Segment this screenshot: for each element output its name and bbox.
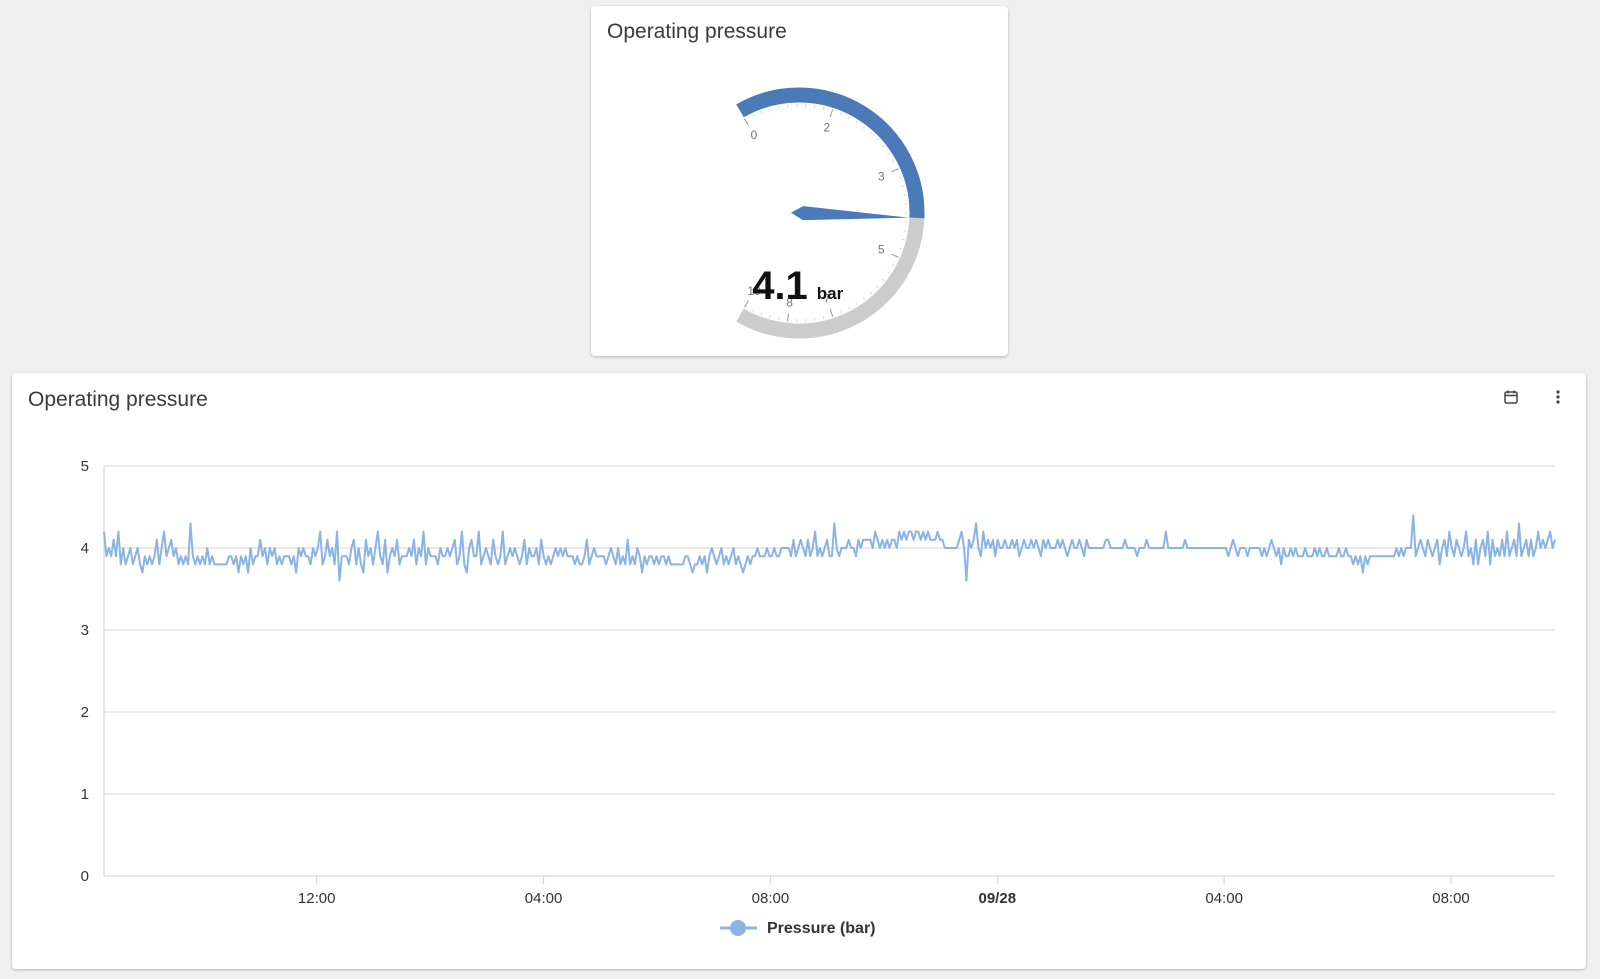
x-tick-label: 04:00 [1205, 890, 1243, 907]
gauge-minor-tick [769, 107, 771, 112]
gauge-minor-tick [769, 314, 771, 319]
gauge-major-tick [891, 168, 899, 173]
gauge-tick-label: 5 [878, 243, 885, 257]
gauge-tick-label: 3 [878, 169, 885, 183]
pressure-series-line [103, 514, 1556, 582]
gauge-minor-tick [778, 105, 780, 109]
gauge-minor-tick [903, 230, 907, 232]
gauge-major-tick [787, 313, 789, 322]
x-tick-label: 12:00 [298, 890, 336, 907]
legend-marker [730, 920, 746, 936]
gauge-minor-tick [875, 138, 879, 141]
gauge-minor-tick [869, 131, 873, 135]
gauge-minor-tick [881, 278, 885, 282]
x-tick-label: 08:00 [1432, 890, 1470, 907]
gauge-tick-label: 2 [823, 120, 830, 134]
chart-card-title: Operating pressure [28, 388, 208, 411]
pressure-line-chart: 0 1 2 3 4 5 12:00 04:00 08:00 09/28 04:00 08:00 Pre… [81, 458, 1556, 937]
gauge-value: 4.1 [752, 264, 808, 308]
y-tick-label: 4 [81, 540, 89, 557]
gauge-minor-tick [875, 285, 879, 288]
gauge-major-ticks [744, 109, 899, 322]
gauge-tick-label: 0 [751, 128, 758, 142]
gauge-minor-tick [760, 312, 763, 316]
gauge-minor-tick [901, 238, 905, 241]
gauge-minor-tick [855, 120, 858, 124]
gauge-minor-tick [847, 306, 850, 310]
x-tick-label: 04:00 [525, 890, 563, 907]
gauge-minor-tick [887, 271, 891, 274]
gauge-major-tick [744, 118, 749, 126]
gauge-minor-tick [898, 176, 903, 179]
chart-card: Operating pressure 0 1 2 3 4 5 12:00 04:00 08:00… [12, 373, 1586, 969]
y-tick-label: 1 [81, 786, 89, 803]
gauge-major-tick [891, 253, 899, 258]
gauge-tick-label: 7 [823, 292, 830, 306]
y-tick-label: 2 [81, 704, 89, 721]
legend-label[interactable]: Pressure (bar) [767, 920, 876, 937]
gauge-minor-tick [862, 297, 866, 301]
gauge-minor-tick [901, 185, 905, 188]
gauge-fill [736, 87, 925, 219]
y-tick-label: 5 [81, 458, 89, 475]
more-vert-icon[interactable] [1546, 385, 1570, 409]
x-tick-label: 08:00 [752, 890, 790, 907]
gauge-minor-tick [752, 114, 755, 118]
gauge-minor-tick [822, 106, 825, 110]
y-tick-label: 0 [81, 868, 89, 885]
gauge-major-tick [829, 308, 834, 317]
y-tick-label: 3 [81, 622, 89, 639]
x-tick-label: 09/28 [979, 890, 1017, 907]
gauge-minor-tick [891, 160, 895, 163]
calendar-icon[interactable] [1499, 385, 1523, 409]
gauge-tick-label: 8 [786, 296, 793, 310]
gauge-minor-tick [881, 144, 885, 148]
gauge-minor-tick [778, 317, 780, 321]
gauge-minor-tick [862, 125, 866, 129]
gauge-minor-tick [839, 310, 842, 314]
gauge-minor-tick [822, 316, 825, 320]
pressure-gauge: 0 2 3 5 7 8 10 4.1 bar [736, 87, 925, 339]
gauge-tick-labels: 0 2 3 5 7 8 10 [747, 120, 885, 309]
gauge-unit: bar [817, 284, 844, 303]
gauge-tick-label: 10 [747, 284, 761, 298]
gauge-major-tick [744, 300, 749, 308]
gauge-minor-tick [839, 112, 842, 116]
gauge-card-title: Operating pressure [607, 20, 787, 43]
gauge-minor-tick [887, 152, 891, 155]
gauge-track [736, 217, 925, 339]
gauge-minor-tick [855, 302, 858, 306]
gauge-minor-tick [891, 263, 895, 266]
gauge-needle [791, 206, 909, 221]
gauge-minor-tick [847, 116, 850, 120]
gauge-minor-tick [903, 194, 907, 196]
gauge-minor-tick [898, 247, 903, 250]
gauge-minor-tick [760, 110, 763, 114]
gauge-major-tick [829, 109, 834, 118]
gauge-minor-tick [752, 308, 755, 312]
gauge-minor-tick [869, 291, 873, 295]
gauge-card: Operating pressure 0 2 3 5 7 8 10 4.1 bar [591, 6, 1008, 356]
